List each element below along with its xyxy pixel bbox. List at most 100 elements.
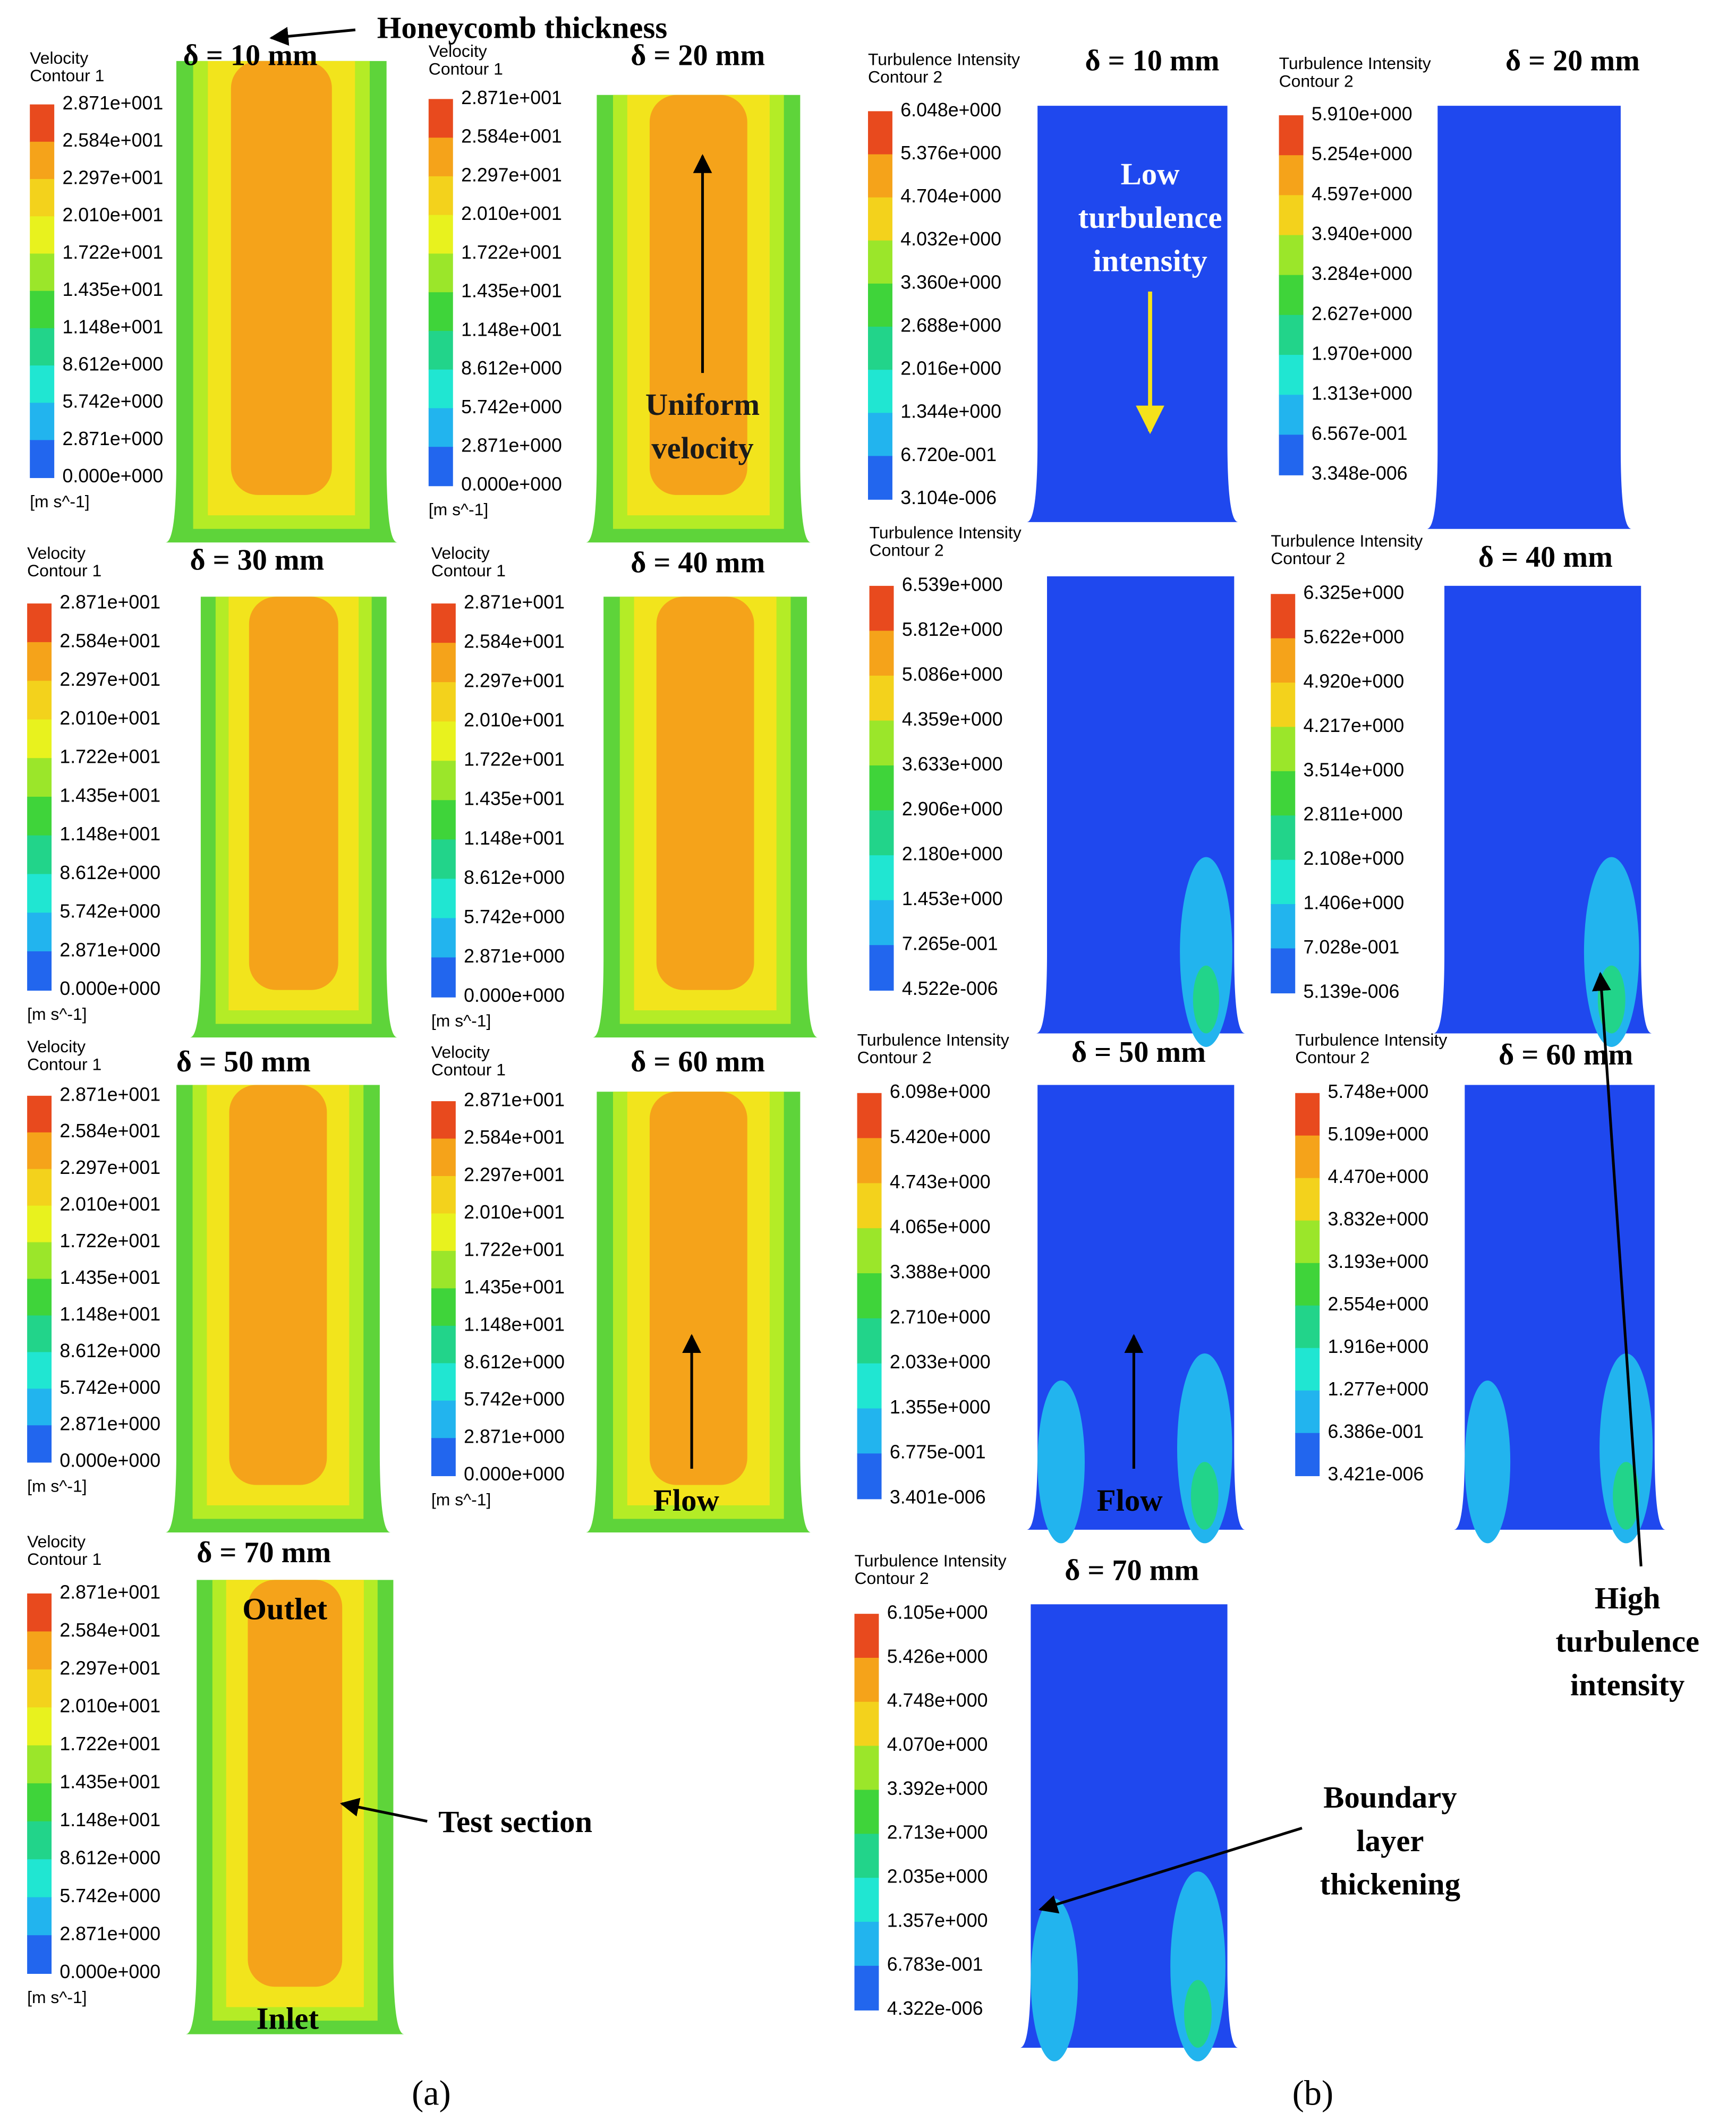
turbulence-patch [1599,1353,1653,1544]
colorbar-band [854,1790,879,1835]
colorbar-label: 4.322e-006 [887,1998,983,2019]
colorbar-label: 3.388e+000 [890,1261,991,1282]
colorbar-label: 4.032e+000 [900,228,1001,250]
colorbar-band [27,1631,52,1671]
colorbar-label: 2.010e+001 [464,1202,565,1223]
colorbar-label: 2.871e+001 [59,592,160,613]
turbulence-patch [1170,1871,1226,2062]
colorbar-label: 1.722e+001 [59,1230,160,1251]
turbulence-patch [1180,857,1232,1047]
colorbar-label: 3.392e+000 [887,1778,988,1799]
colorbar-label: 2.010e+001 [59,1194,160,1215]
colorbar-band [27,1935,52,1974]
colorbar-label: 1.722e+001 [464,1239,565,1260]
velocity-core [649,1092,747,1485]
panel-title: Turbulence Intensity [1279,54,1431,73]
colorbar-label: 5.622e+000 [1304,626,1405,648]
colorbar-band [27,758,52,798]
turbulence-patch [1184,1980,1212,2048]
colorbar-band [1279,355,1304,396]
colorbar-band [431,761,456,801]
colorbar-band [27,1242,52,1280]
colorbar-band [869,900,894,946]
caption: (a) [412,2074,451,2113]
colorbar-label: 4.065e+000 [890,1216,991,1238]
annotation: Test section [438,1804,592,1839]
colorbar-band [869,585,894,632]
colorbar-unit: [m s^-1] [431,1490,491,1509]
panel-title: Velocity [431,543,490,563]
annotation: turbulence [1555,1624,1699,1659]
colorbar-band [428,215,453,254]
colorbar-label: 2.871e+000 [62,428,163,449]
colorbar-band [30,104,55,143]
colorbar-band [1271,904,1296,949]
colorbar-label: 8.612e+000 [59,1847,160,1869]
turbulence-patch [1177,1353,1232,1544]
colorbar-band [868,240,892,285]
annotation: intensity [1093,244,1207,278]
colorbar-label: 6.048e+000 [900,99,1001,121]
turbulence-patch [1031,1898,1078,2062]
colorbar-label: 8.612e+000 [464,1351,565,1373]
colorbar-label: 1.344e+000 [900,401,1001,422]
colorbar-label: 0.000e+000 [59,1450,160,1471]
colorbar-band [30,253,55,292]
colorbar-label: 2.584e+001 [461,126,562,147]
colorbar-band [868,283,892,328]
colorbar-band [27,1205,52,1243]
colorbar-label: 2.871e+001 [464,1089,565,1111]
colorbar-band [1279,435,1304,475]
colorbar-label: 3.832e+000 [1327,1208,1428,1230]
colorbar-band [1271,727,1296,772]
colorbar-label: 5.910e+000 [1312,103,1412,124]
colorbar-label: 1.355e+000 [890,1396,991,1418]
colorbar-band [431,682,456,722]
colorbar-band [1271,771,1296,816]
colorbar-label: 1.722e+001 [59,746,160,768]
panel-heading: δ = 10 mm [183,39,318,72]
colorbar-band [27,874,52,914]
colorbar-band [857,1138,882,1184]
colorbar-label: 3.940e+000 [1312,223,1412,244]
colorbar-band [1295,1433,1320,1477]
colorbar-band [27,1132,52,1170]
colorbar-label: 8.612e+000 [464,867,565,888]
turbulence-patch [1465,1381,1511,1544]
panel-heading: δ = 50 mm [1071,1036,1206,1069]
colorbar-label: 4.704e+000 [900,185,1001,207]
colorbar-band [868,413,892,457]
turbulence-patch [1190,1462,1219,1530]
colorbar-label: 6.539e+000 [902,574,1003,595]
arrow [339,1798,428,1823]
panel-title: Turbulence Intensity [857,1030,1009,1049]
panel-subtitle: Contour 2 [854,1569,929,1588]
colorbar-band [431,1138,456,1177]
colorbar-label: 0.000e+000 [62,465,163,487]
velocity-core [248,1580,343,1987]
colorbar-band [431,1101,456,1139]
colorbar-band [1295,1135,1320,1179]
colorbar-band [854,1657,879,1703]
annotation: High [1595,1581,1661,1615]
colorbar-band [869,765,894,811]
colorbar-label: 0.000e+000 [461,473,562,495]
colorbar-band [27,1593,52,1632]
caption: (b) [1292,2074,1333,2113]
colorbar-label: 2.811e+000 [1304,804,1403,825]
annotation: Low [1121,157,1180,191]
turbulence-field [1026,106,1238,522]
colorbar-label: 1.148e+001 [59,1304,160,1325]
colorbar-unit: [m s^-1] [429,500,488,519]
panel-subtitle: Contour 2 [870,541,944,560]
colorbar-label: 1.313e+000 [1312,383,1412,404]
panel-subtitle: Contour 2 [1295,1048,1369,1067]
velocity-core [231,61,332,495]
colorbar-label: 5.420e+000 [890,1126,991,1147]
colorbar-label: 2.871e+001 [62,92,163,114]
annotation: layer [1356,1824,1424,1858]
colorbar-label: 1.357e+000 [887,1910,988,1931]
turbulence-patch [1613,1462,1640,1530]
colorbar-band [27,1279,52,1316]
